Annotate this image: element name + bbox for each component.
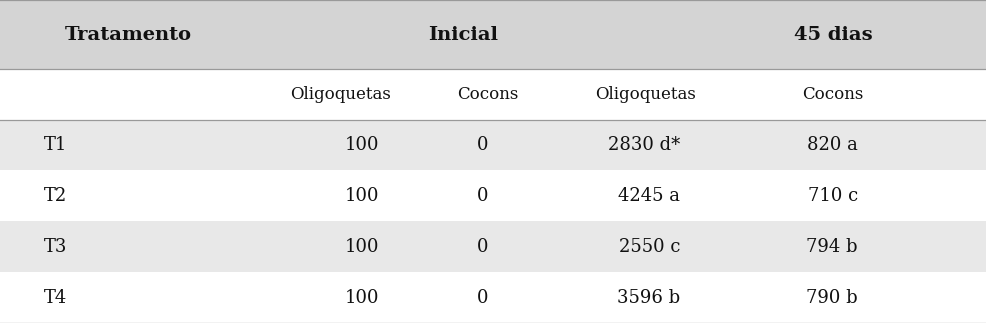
Text: 45 dias: 45 dias xyxy=(794,26,873,44)
Text: Inicial: Inicial xyxy=(429,26,498,44)
Text: 820 a: 820 a xyxy=(807,136,858,154)
Text: Cocons: Cocons xyxy=(458,86,519,103)
Text: 4245 a: 4245 a xyxy=(618,187,680,205)
Text: 0: 0 xyxy=(476,238,488,256)
Text: 0: 0 xyxy=(476,288,488,307)
Bar xyxy=(0,272,986,323)
Bar xyxy=(0,0,986,69)
Text: 3596 b: 3596 b xyxy=(617,288,680,307)
Text: T4: T4 xyxy=(44,288,68,307)
Text: Tratamento: Tratamento xyxy=(65,26,191,44)
Bar xyxy=(0,69,986,120)
Text: 2830 d*: 2830 d* xyxy=(608,136,680,154)
Text: 100: 100 xyxy=(345,187,380,205)
Text: 0: 0 xyxy=(476,187,488,205)
Text: T3: T3 xyxy=(44,238,68,256)
Text: 100: 100 xyxy=(345,288,380,307)
Text: 794 b: 794 b xyxy=(807,238,858,256)
Text: 710 c: 710 c xyxy=(808,187,858,205)
Text: Oligoquetas: Oligoquetas xyxy=(290,86,390,103)
Text: 100: 100 xyxy=(345,136,380,154)
Text: T1: T1 xyxy=(44,136,68,154)
Text: T2: T2 xyxy=(44,187,68,205)
Text: 100: 100 xyxy=(345,238,380,256)
Bar xyxy=(0,221,986,272)
Text: Oligoquetas: Oligoquetas xyxy=(596,86,696,103)
Text: Cocons: Cocons xyxy=(803,86,864,103)
Bar xyxy=(0,171,986,221)
Bar xyxy=(0,120,986,171)
Text: 790 b: 790 b xyxy=(807,288,858,307)
Text: 0: 0 xyxy=(476,136,488,154)
Text: 2550 c: 2550 c xyxy=(619,238,680,256)
